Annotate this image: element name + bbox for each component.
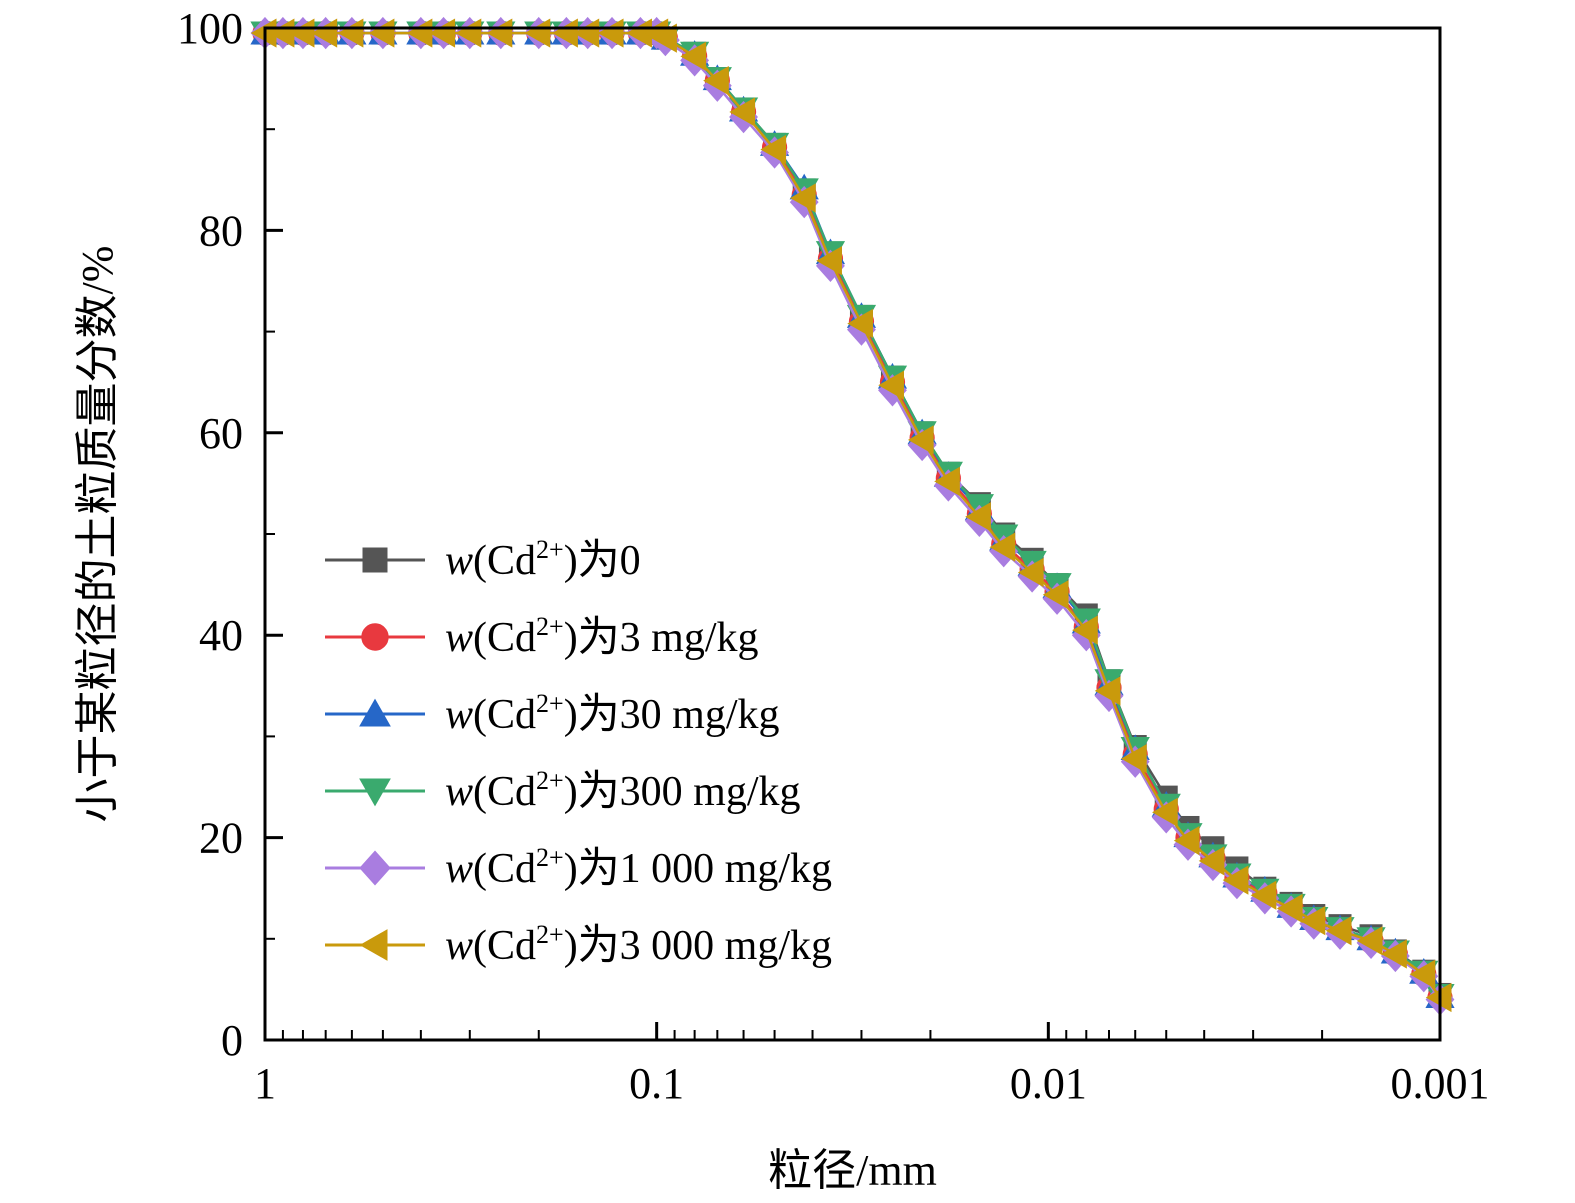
data-point — [965, 502, 991, 532]
data-point — [597, 18, 624, 48]
data-point — [1072, 615, 1098, 645]
y-tick-label: 80 — [199, 206, 243, 255]
data-point — [524, 18, 551, 48]
series-line — [265, 31, 1442, 1001]
data-point — [1325, 916, 1352, 946]
legend-item: w(Cd2+)为30 mg/kg — [325, 689, 780, 738]
legend-label: w(Cd2+)为0 — [445, 535, 641, 584]
data-point — [816, 246, 842, 276]
axis-layer: 0 20 40 60 80 100 1 0.1 0.01 0.001 — [177, 4, 1490, 1108]
x-tick-label: 0.01 — [1010, 1059, 1087, 1108]
legend-item: w(Cd2+)为3 000 mg/kg — [325, 920, 832, 969]
legend-marker — [361, 623, 389, 651]
legend-item: w(Cd2+)为1 000 mg/kg — [325, 843, 832, 892]
series-line — [265, 31, 1442, 996]
y-tick-label: 0 — [221, 1016, 243, 1065]
data-point — [790, 183, 816, 213]
data-point — [486, 18, 513, 48]
data-point — [1356, 926, 1383, 956]
legend-label: w(Cd2+)为3 mg/kg — [445, 612, 759, 661]
series-4 — [250, 21, 1455, 1010]
data-point — [1173, 826, 1200, 856]
data-point — [1222, 865, 1249, 895]
legend-label: w(Cd2+)为300 mg/kg — [445, 766, 801, 815]
series-line — [265, 31, 1442, 998]
data-point — [1250, 880, 1277, 910]
legend-marker — [362, 547, 388, 573]
series-line — [265, 31, 1442, 997]
series-2 — [252, 20, 1453, 1011]
data-point — [1042, 580, 1069, 610]
data-point — [311, 18, 338, 48]
legend: w(Cd2+)为0 w(Cd2+)为3 mg/kg w(Cd2+)为30 mg/kg… — [325, 535, 832, 969]
y-tick-label: 20 — [199, 814, 243, 863]
y-tick-label: 60 — [199, 409, 243, 458]
x-tick-label: 0.001 — [1391, 1059, 1490, 1108]
data-point — [455, 18, 482, 48]
data-point — [1381, 939, 1407, 969]
data-point — [368, 18, 395, 48]
legend-item: w(Cd2+)为0 — [325, 535, 641, 584]
data-point — [847, 308, 873, 339]
legend-marker — [359, 850, 391, 886]
data-point — [337, 18, 364, 48]
data-point — [680, 41, 707, 71]
series-layer — [250, 16, 1455, 1016]
data-point — [1276, 893, 1303, 924]
y-tick-label: 40 — [199, 611, 243, 660]
data-point — [1152, 797, 1178, 827]
x-tick-label: 1 — [254, 1059, 276, 1108]
data-point — [934, 466, 960, 496]
series-line — [265, 31, 1442, 999]
y-axis-title: 小于某粒径的土粒质量分数/% — [73, 246, 122, 823]
legend-marker — [359, 778, 391, 807]
legend-marker — [359, 929, 388, 961]
data-point — [1409, 959, 1436, 989]
series-6 — [250, 18, 1452, 1013]
data-point — [760, 134, 787, 165]
legend-label: w(Cd2+)为1 000 mg/kg — [445, 843, 832, 892]
y-tick-label: 100 — [177, 4, 243, 53]
data-point — [1198, 846, 1225, 876]
data-point — [729, 97, 756, 127]
data-point — [429, 18, 456, 48]
data-point — [907, 425, 934, 455]
legend-label: w(Cd2+)为30 mg/kg — [445, 689, 780, 738]
legend-marker — [359, 698, 391, 727]
data-point — [878, 370, 904, 400]
data-point — [1094, 676, 1121, 706]
series-1 — [253, 21, 1452, 1006]
x-tick-label: 0.1 — [629, 1059, 684, 1108]
series-3 — [250, 18, 1455, 1008]
data-point — [1299, 905, 1326, 936]
legend-label: w(Cd2+)为3 000 mg/kg — [445, 920, 832, 969]
x-axis-title: 粒径/mm — [768, 1146, 937, 1195]
legend-item: w(Cd2+)为300 mg/kg — [325, 766, 801, 815]
series-line — [265, 31, 1442, 999]
series-5 — [250, 16, 1455, 1016]
data-point — [651, 23, 677, 53]
data-point — [1121, 744, 1147, 774]
data-point — [703, 66, 729, 96]
legend-item: w(Cd2+)为3 mg/kg — [325, 612, 759, 661]
data-point — [989, 532, 1016, 562]
data-point — [1017, 557, 1044, 588]
